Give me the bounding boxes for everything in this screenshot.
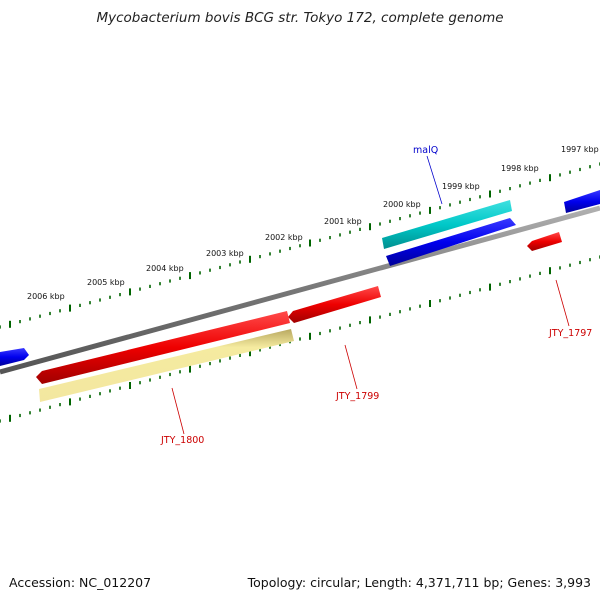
gene-jty-1797[interactable] [527, 232, 562, 251]
label-jty-1797[interactable]: JTY_1797 [548, 328, 592, 339]
jty-1797-leader [555, 279, 570, 327]
forward-strand-features [0, 190, 600, 366]
tick-label-1998: 1998 kbp [501, 164, 539, 173]
label-malq[interactable]: malQ [413, 145, 438, 156]
gene-jty-1799[interactable] [288, 286, 381, 323]
genome-summary-text: Topology: circular; Length: 4,371,711 bp… [247, 575, 591, 590]
tick-label-2006: 2006 kbp [27, 292, 65, 301]
jty-1800-leader [171, 387, 185, 435]
reverse-strand-features [36, 232, 562, 402]
tick-label-1997: 1997 kbp [561, 145, 599, 154]
tick-label-2000: 2000 kbp [383, 200, 421, 209]
genome-backbone [0, 205, 600, 375]
gene-blue-right[interactable] [564, 190, 600, 213]
gene-blue-left[interactable] [0, 348, 29, 366]
gene-jty-1800[interactable] [36, 311, 290, 384]
malq-leader [426, 155, 443, 205]
gene-labels: malQ JTY_1797 JTY_1799 JTY_1800 [160, 145, 592, 446]
accession-text: Accession: NC_012207 [9, 575, 152, 590]
tick-label-2005: 2005 kbp [87, 278, 125, 287]
label-jty-1799[interactable]: JTY_1799 [335, 391, 379, 402]
genome-title: Mycobacterium bovis BCG str. Tokyo 172, … [96, 10, 504, 26]
outer-tick-track [0, 162, 600, 329]
inner-tick-track [0, 255, 600, 423]
tick-label-2003: 2003 kbp [206, 249, 244, 258]
tick-label-2001: 2001 kbp [324, 217, 362, 226]
label-leaders [171, 155, 570, 435]
tick-label-1999: 1999 kbp [442, 182, 480, 191]
tick-label-2004: 2004 kbp [146, 264, 184, 273]
gene-jty-1800-pseudo[interactable] [39, 329, 294, 402]
jty-1799-leader [344, 344, 358, 390]
scale-labels: 1997 kbp 1998 kbp 1999 kbp 2000 kbp 2001… [27, 145, 599, 301]
gene-malq-rna[interactable] [382, 200, 512, 249]
label-jty-1800[interactable]: JTY_1800 [160, 435, 204, 446]
tick-label-2002: 2002 kbp [265, 233, 303, 242]
gene-malq-cds[interactable] [386, 218, 516, 266]
